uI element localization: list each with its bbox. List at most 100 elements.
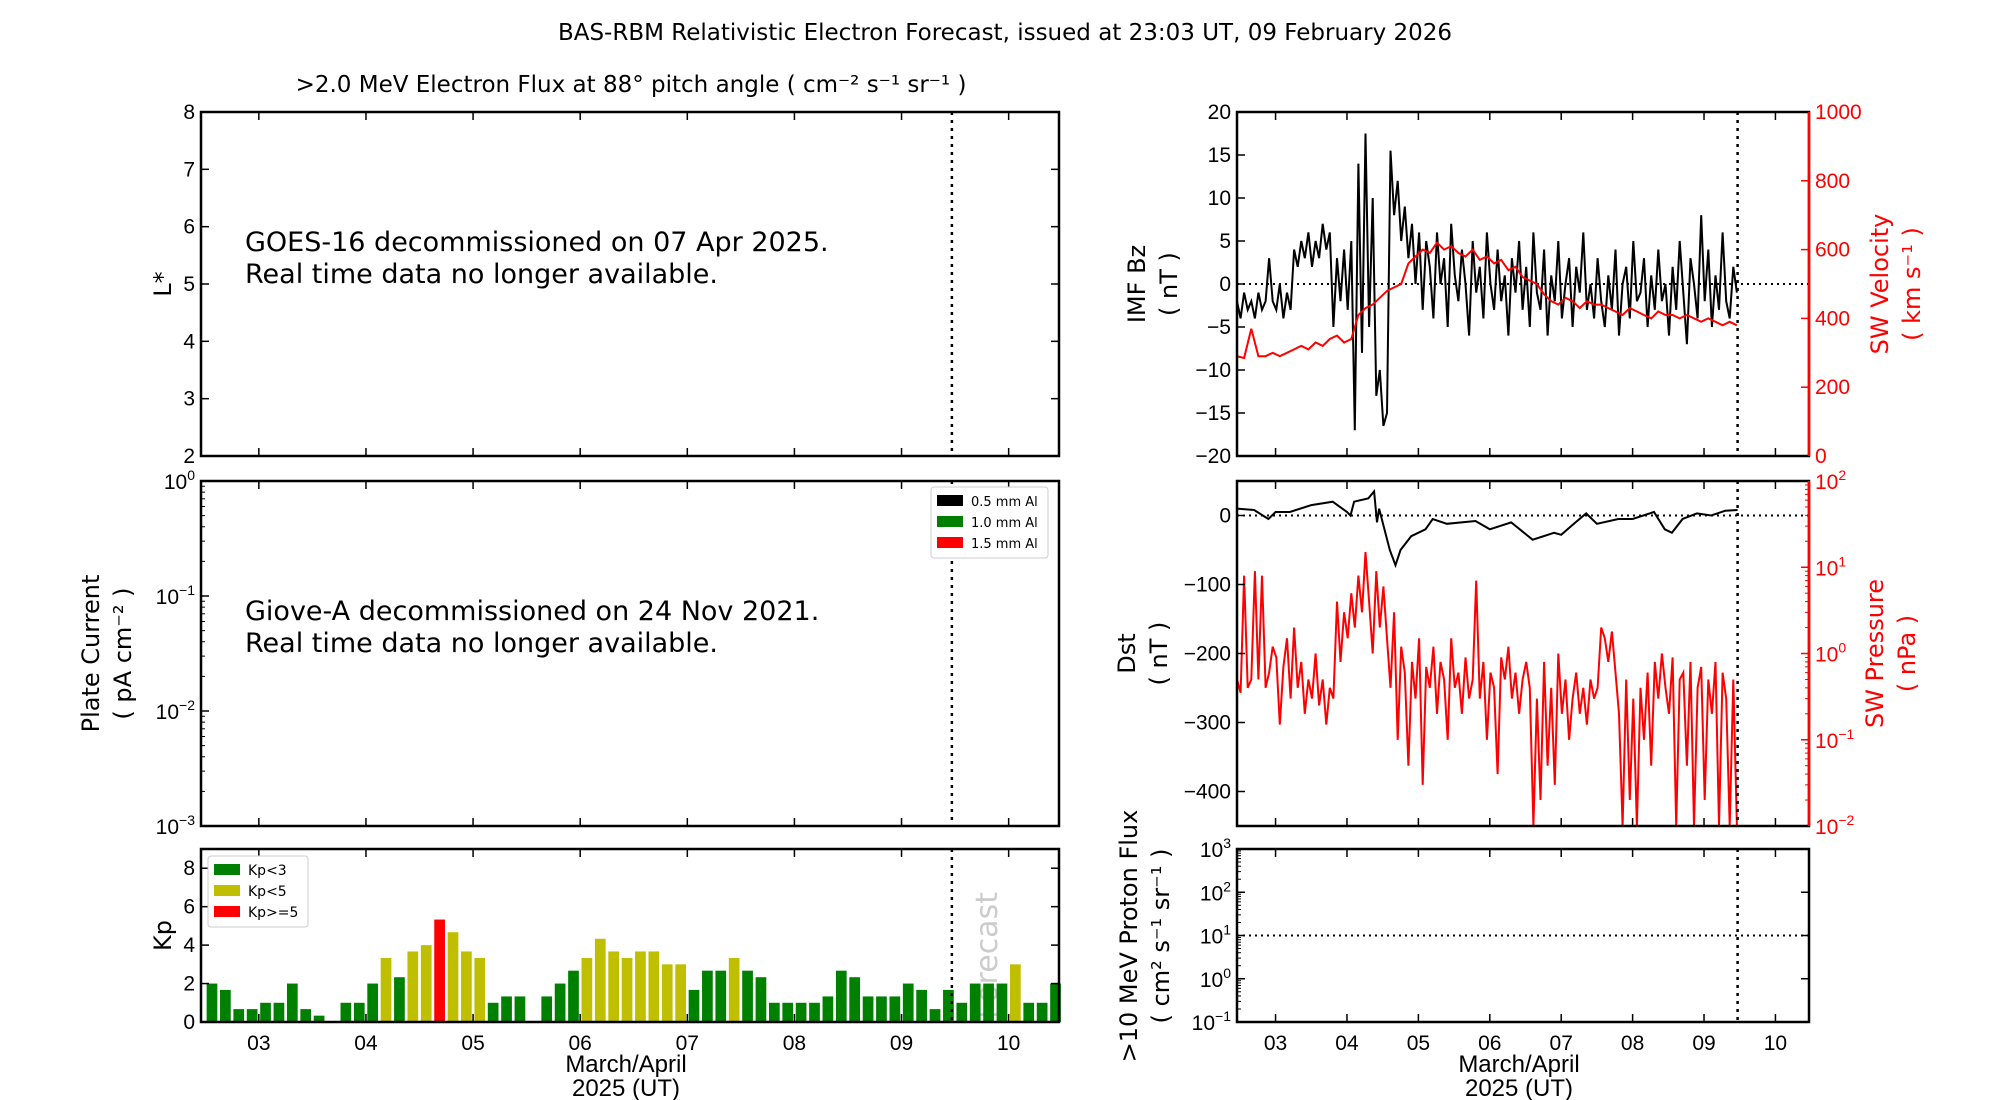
- proton-ylabel-line1: >10 MeV Proton Flux: [1115, 810, 1143, 1063]
- proton-xtick-label: 07: [1550, 1032, 1573, 1055]
- dst-ylabel-line1: Dst: [1113, 633, 1141, 673]
- plate-current-ylabel-line1: Plate Current: [77, 575, 105, 733]
- electron-flux-ytick-label: 4: [183, 330, 195, 353]
- electron-flux-message-line1: GOES-16 decommissioned on 07 Apr 2025.: [245, 227, 829, 258]
- kp-ytick-label: 6: [183, 896, 195, 919]
- kp-bar: [943, 989, 954, 1022]
- imf-ytick-label: −5: [1207, 316, 1231, 339]
- plate-current-ytick-label: 10−3: [156, 812, 196, 839]
- kp-bar: [246, 1009, 258, 1022]
- kp-bar: [594, 938, 606, 1022]
- plate-current-legend-swatch: [937, 516, 963, 527]
- kp-ytick-label: 8: [183, 857, 195, 880]
- kp-ytick-label: 0: [183, 1011, 195, 1034]
- kp-legend-swatch: [214, 906, 240, 917]
- kp-bar: [782, 1002, 794, 1022]
- kp-bar: [929, 1009, 941, 1022]
- kp-bar: [956, 1002, 968, 1022]
- kp-bar: [648, 951, 660, 1022]
- kp-bar: [608, 951, 620, 1022]
- left-xlabel-line2: 2025 (UT): [572, 1075, 680, 1100]
- sw-velocity-ytick-label: 400: [1815, 307, 1850, 330]
- sw-pressure-ytick-label: 10−2: [1815, 812, 1855, 839]
- kp-bar: [367, 983, 379, 1022]
- imf-ylabel-line2: ( nT ): [1155, 252, 1183, 316]
- imf-ytick-label: 10: [1208, 187, 1231, 210]
- sw-velocity-ytick-label: 800: [1815, 170, 1850, 193]
- kp-bar: [353, 1002, 365, 1022]
- kp-bar: [501, 996, 512, 1022]
- kp-bar: [621, 957, 633, 1022]
- kp-bar: [541, 996, 553, 1022]
- kp-bar: [862, 996, 874, 1022]
- plate-current-message-line1: Giove-A decommissioned on 24 Nov 2021.: [245, 596, 819, 627]
- kp-bar: [554, 983, 566, 1022]
- kp-bar: [849, 977, 861, 1022]
- electron-flux-title: >2.0 MeV Electron Flux at 88° pitch angl…: [296, 72, 967, 98]
- kp-bar: [902, 983, 914, 1022]
- proton-ytick-label: 100: [1200, 965, 1231, 992]
- electron-flux-ytick-label: 5: [183, 273, 195, 296]
- kp-bar: [1050, 983, 1061, 1022]
- electron-flux-ytick-label: 8: [183, 101, 195, 124]
- dst-ytick-label: −400: [1184, 781, 1231, 804]
- dst-ytick-label: 0: [1219, 505, 1231, 528]
- proton-ytick-label: 102: [1200, 878, 1231, 905]
- sw-velocity-ytick-label: 1000: [1815, 101, 1862, 124]
- kp-bar: [300, 1009, 312, 1022]
- kp-bar: [514, 996, 526, 1022]
- plate-current-legend-swatch: [937, 537, 963, 548]
- kp-bar: [755, 977, 767, 1022]
- kp-bar: [568, 970, 579, 1022]
- proton-xtick-label: 04: [1335, 1032, 1359, 1055]
- sw-pressure-line: [1237, 552, 1738, 826]
- proton-xtick-label: 03: [1264, 1032, 1287, 1055]
- kp-xtick-label: 09: [890, 1032, 913, 1055]
- imf-ytick-label: 15: [1208, 144, 1231, 167]
- proton-xtick-label: 09: [1692, 1032, 1715, 1055]
- kp-bar: [809, 1002, 820, 1022]
- imf-ytick-label: −15: [1195, 402, 1231, 425]
- kp-bar: [996, 983, 1008, 1022]
- kp-bar: [916, 989, 927, 1022]
- kp-bar: [1009, 964, 1021, 1022]
- sw-velocity-ylabel-line1: SW Velocity: [1866, 214, 1894, 355]
- kp-bar: [889, 996, 901, 1022]
- kp-bar: [1036, 1002, 1048, 1022]
- kp-bar: [768, 1002, 780, 1022]
- kp-bar: [702, 970, 713, 1022]
- kp-bar: [581, 957, 593, 1022]
- proton-ytick-label: 101: [1200, 922, 1231, 949]
- plate-current-legend-label: 1.5 mm Al: [971, 537, 1038, 552]
- sw-velocity-ytick-label: 600: [1815, 239, 1850, 262]
- proton-frame: [1235, 847, 1811, 1024]
- kp-bar: [286, 983, 298, 1022]
- kp-bar: [447, 932, 459, 1022]
- dst-ytick-label: −200: [1184, 643, 1231, 666]
- sw-velocity-ytick-label: 200: [1815, 376, 1850, 399]
- proton-xtick-label: 08: [1621, 1032, 1644, 1055]
- plate-current-ytick-label: 100: [164, 467, 195, 494]
- kp-legend-label: Kp>=5: [248, 905, 298, 921]
- kp-bar: [742, 970, 753, 1022]
- kp-bar: [394, 977, 405, 1022]
- imf-ytick-label: 0: [1219, 273, 1231, 296]
- electron-flux-ytick-label: 3: [183, 388, 195, 411]
- kp-bar: [260, 1002, 271, 1022]
- plate-current-frame: [199, 479, 1061, 828]
- proton-ytick-label: 10−1: [1192, 1008, 1232, 1035]
- electron-flux-ytick-label: 6: [183, 216, 195, 239]
- sw-pressure-ytick-label: 100: [1815, 640, 1846, 667]
- kp-xtick-label: 05: [461, 1032, 484, 1055]
- kp-xtick-label: 03: [247, 1032, 270, 1055]
- kp-bar: [474, 957, 486, 1022]
- imf-ytick-label: 20: [1208, 101, 1231, 124]
- plate-current-legend-label: 1.0 mm Al: [971, 516, 1038, 531]
- imf-ytick-label: −20: [1195, 445, 1231, 468]
- kp-bar: [461, 951, 472, 1022]
- kp-bar: [795, 1002, 807, 1022]
- kp-bar: [407, 951, 419, 1022]
- electron-flux-ylabel-line1: L*: [149, 271, 177, 296]
- kp-xtick-label: 10: [997, 1032, 1020, 1055]
